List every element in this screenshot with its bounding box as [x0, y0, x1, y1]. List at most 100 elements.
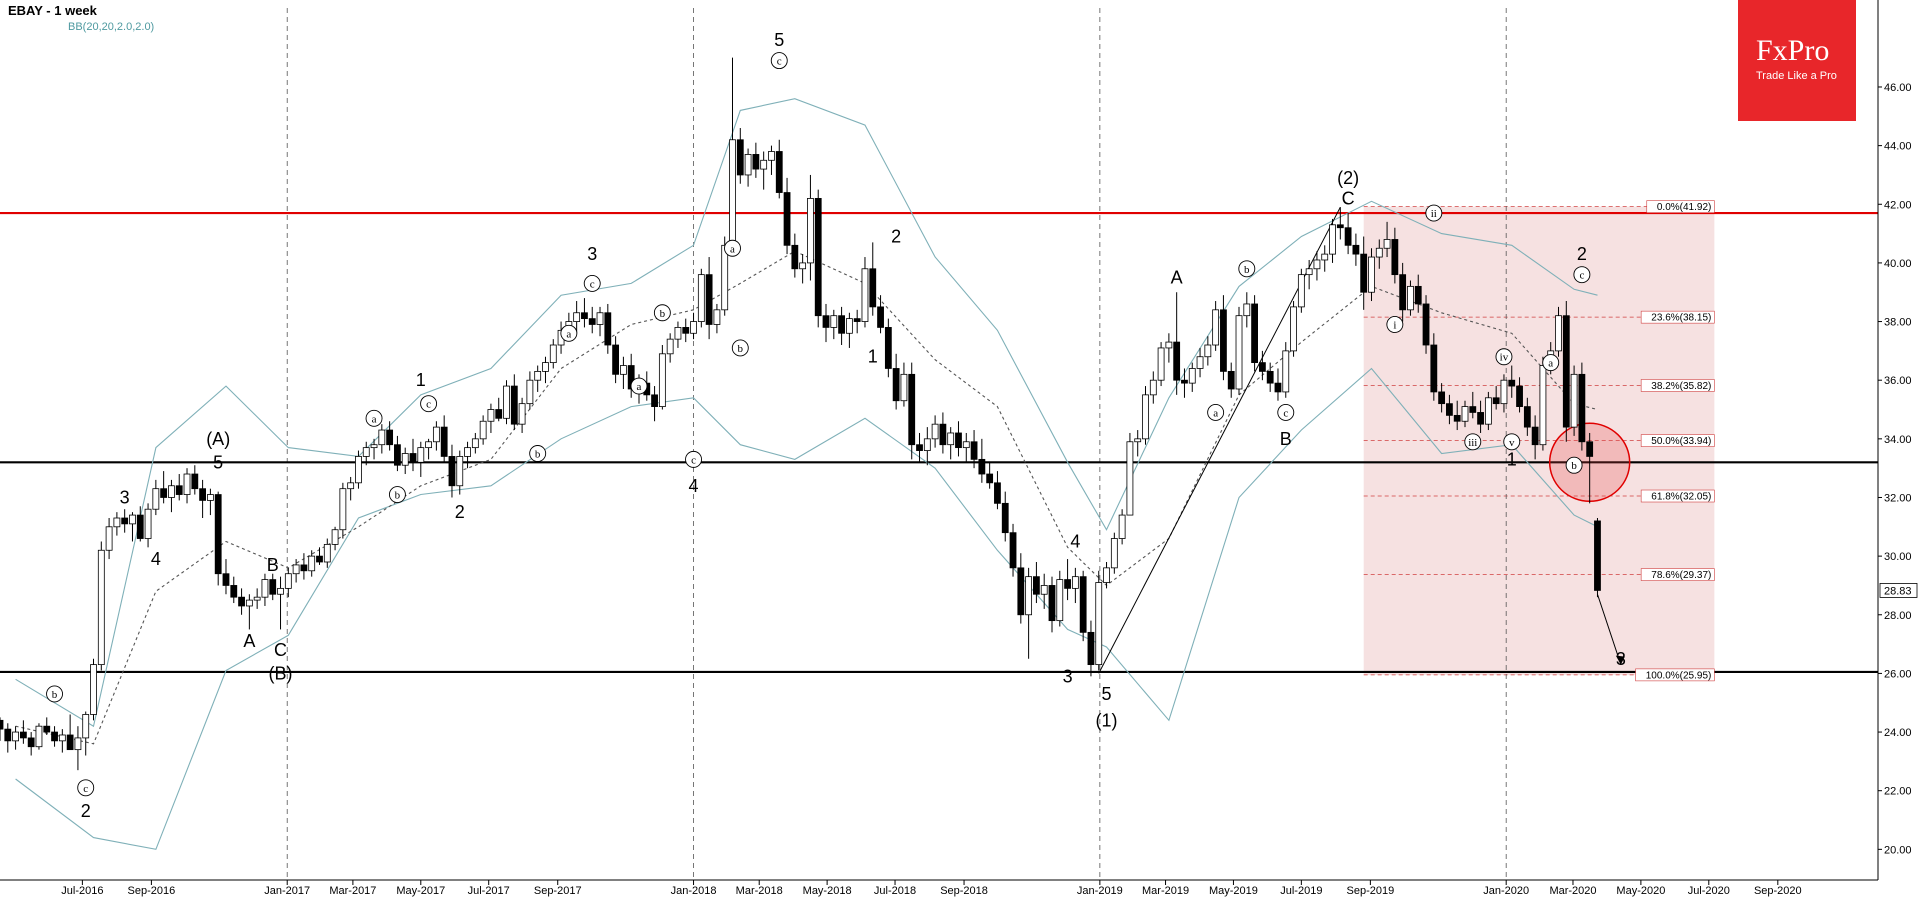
- candle-body: [175, 485, 183, 495]
- candle-body: [347, 482, 355, 490]
- candle-body: [736, 139, 744, 176]
- candle-body: [1594, 520, 1601, 591]
- brand-logo: [1738, 0, 1856, 121]
- candle-body: [1142, 394, 1149, 440]
- fib-label: 61.8%(32.05): [1651, 492, 1711, 503]
- fib-label: 0.0%(41.92): [1657, 202, 1711, 213]
- y-tick-label: 24.00: [1884, 727, 1912, 739]
- fib-label-box: [1640, 489, 1715, 503]
- candle-body: [440, 426, 448, 457]
- candle-body: [432, 426, 440, 443]
- brand-name: FxPro: [1756, 34, 1830, 67]
- candle-body: [160, 488, 168, 498]
- candle-body: [417, 447, 425, 463]
- candle-body: [113, 517, 121, 528]
- candle-body: [892, 368, 900, 402]
- candle-body: [503, 385, 510, 419]
- candle-body: [1266, 370, 1274, 384]
- wave-label: C: [274, 640, 287, 660]
- y-tick-label: 20.00: [1884, 844, 1912, 856]
- candle-body: [1188, 368, 1196, 384]
- fib-label: 78.6%(29.37): [1651, 570, 1711, 581]
- candle-body: [1110, 538, 1118, 569]
- candle-body: [775, 151, 783, 193]
- candle-body: [620, 365, 627, 375]
- wave-label: b: [660, 308, 666, 320]
- wave-label: iv: [1500, 352, 1509, 364]
- candle-body: [1368, 256, 1375, 293]
- wave-label: 2: [81, 801, 91, 821]
- x-tick-label: Sep-2018: [940, 885, 988, 897]
- wave-label: b: [1244, 264, 1250, 276]
- fib-label-box: [1640, 568, 1715, 581]
- candle-body: [1134, 438, 1142, 443]
- x-tick-label: May-2017: [396, 885, 445, 897]
- y-tick-label: 46.00: [1884, 82, 1912, 94]
- wave-label-circle: [770, 52, 788, 70]
- candle-body: [425, 441, 432, 449]
- bollinger-upper: [15, 98, 1598, 728]
- candle-body: [238, 596, 245, 607]
- candle-body: [994, 482, 1001, 504]
- candle-body: [448, 456, 456, 487]
- candle-body: [955, 432, 962, 449]
- wave-label: 3: [120, 487, 130, 507]
- wave-label: (1): [1096, 710, 1118, 730]
- fib-label: 23.6%(38.15): [1651, 313, 1711, 324]
- candle-body: [588, 318, 596, 325]
- candle-body: [1375, 247, 1383, 258]
- candle-body: [19, 731, 27, 739]
- candle-body: [1227, 370, 1235, 390]
- wave-label: i: [1393, 319, 1396, 331]
- candle-body: [1321, 253, 1329, 261]
- candle-body: [378, 429, 386, 446]
- y-tick-label: 40.00: [1884, 258, 1912, 270]
- candle-body: [277, 587, 284, 595]
- y-tick-label: 38.00: [1884, 317, 1912, 329]
- wave-label-circle: [1277, 404, 1295, 421]
- candle-body: [1126, 441, 1134, 516]
- wave-label: B: [267, 555, 279, 575]
- candle-body: [697, 274, 705, 322]
- wave-label: b: [535, 449, 541, 461]
- candle-body: [35, 725, 43, 748]
- candle-body: [199, 488, 207, 501]
- candle-body: [1492, 397, 1500, 405]
- wave-label-circle: [731, 339, 749, 357]
- candle-body: [1523, 406, 1531, 428]
- candle-body: [1282, 350, 1290, 393]
- candle-body: [308, 555, 316, 572]
- candle-body: [1586, 441, 1594, 457]
- x-tick-label: Jan-2020: [1483, 885, 1529, 897]
- wave-label-circle: [529, 445, 547, 462]
- fib-label: 100.0%(25.95): [1646, 670, 1712, 681]
- candle-body: [931, 423, 939, 440]
- candle-body: [409, 453, 417, 463]
- candle-body: [191, 473, 199, 490]
- candle-body: [1212, 309, 1220, 346]
- x-tick-label: Jul-2016: [61, 885, 103, 897]
- x-tick-label: May-2020: [1616, 885, 1665, 897]
- candle-body: [495, 409, 503, 419]
- candle-body: [1407, 285, 1414, 311]
- wave-label: a: [730, 243, 735, 255]
- candle-body: [1360, 253, 1368, 293]
- wave-label: 2: [455, 502, 465, 522]
- candle-body: [783, 192, 791, 246]
- wave-label: A: [1171, 268, 1183, 288]
- horizontal-levels: [0, 211, 1878, 674]
- candle-body: [90, 664, 97, 715]
- chart-title: EBAY - 1 week: [8, 3, 97, 18]
- indicator-label: BB(20,20,2.0,2.0): [68, 21, 155, 33]
- candle-body: [573, 312, 581, 322]
- candle-body: [845, 318, 853, 334]
- candle-body: [1391, 239, 1399, 276]
- wave-label: a: [1213, 407, 1218, 419]
- candle-body: [51, 731, 58, 742]
- candle-body: [814, 198, 822, 317]
- candle-body: [1297, 274, 1305, 308]
- x-tick-label: Sep-2017: [534, 885, 582, 897]
- wave-label: c: [777, 56, 782, 68]
